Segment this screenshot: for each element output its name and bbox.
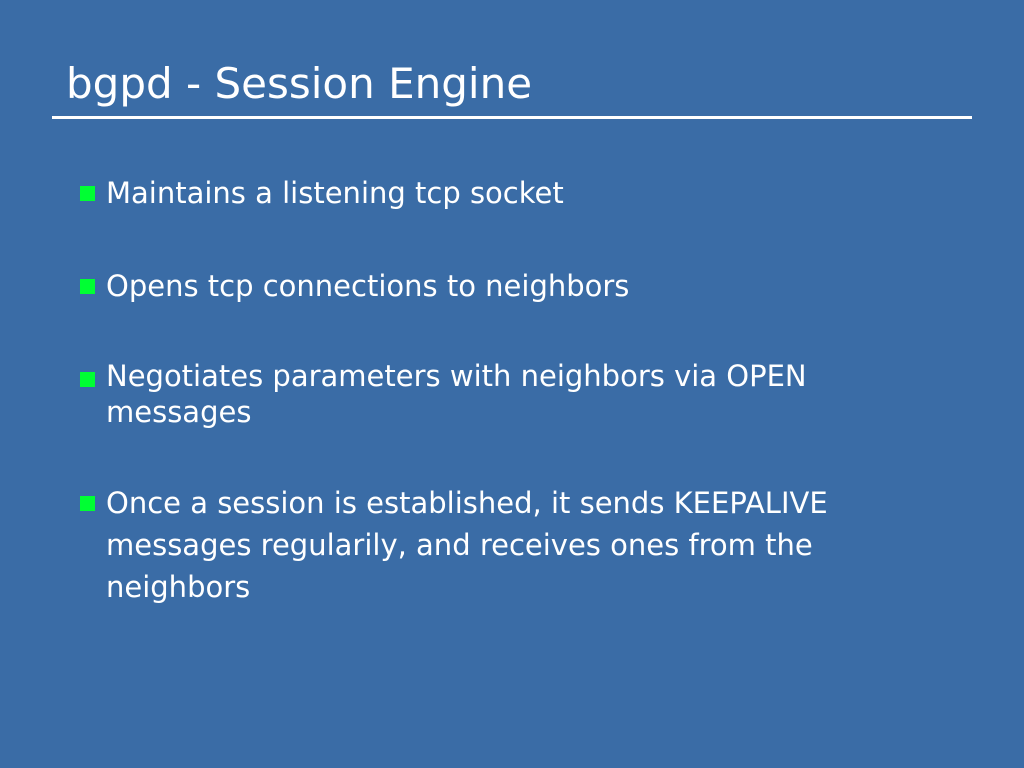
- slide-title: bgpd - Session Engine: [66, 59, 533, 108]
- bullet-text: Negotiates parameters with neighbors via…: [106, 359, 807, 429]
- bullet-text: Opens tcp connections to neighbors: [106, 269, 630, 303]
- green-square-bullet-icon: [80, 279, 95, 294]
- bullet-text: Once a session is established, it sends …: [106, 486, 828, 604]
- bullet-text: Maintains a listening tcp socket: [106, 176, 564, 210]
- green-square-bullet-icon: [80, 186, 95, 201]
- green-square-bullet-icon: [80, 372, 95, 387]
- title-divider: [52, 116, 972, 119]
- green-square-bullet-icon: [80, 496, 95, 511]
